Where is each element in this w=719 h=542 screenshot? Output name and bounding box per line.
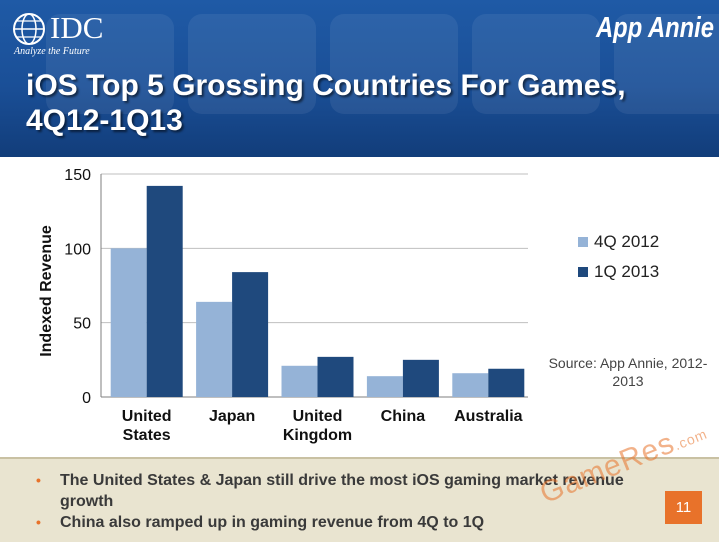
x-tick-label: United Kingdom bbox=[283, 408, 352, 444]
background-tile bbox=[472, 14, 600, 114]
y-tick-label: 150 bbox=[64, 167, 91, 184]
x-tick-label: Australia bbox=[454, 408, 523, 425]
bullet-text: The United States & Japan still drive th… bbox=[60, 472, 624, 510]
bar-chart: 0 50 100 150 United States Japan United Kingdom… bbox=[38, 167, 528, 444]
background-tile bbox=[330, 14, 458, 114]
idc-logo-text: IDC bbox=[50, 10, 104, 45]
bullet-item: • The United States & Japan still drive … bbox=[36, 470, 646, 512]
legend-swatch bbox=[578, 267, 588, 277]
bar-australia-4q-2012 bbox=[452, 373, 489, 397]
y-tick-label: 50 bbox=[73, 316, 91, 333]
y-axis-label: Indexed Revenue bbox=[38, 225, 55, 357]
slide-footer: • The United States & Japan still drive … bbox=[0, 457, 719, 542]
chart-area: 0 50 100 150 United States Japan United Kingdom… bbox=[0, 157, 719, 457]
legend-swatch bbox=[578, 237, 588, 247]
x-axis-ticks: United States Japan United Kingdom China Austr… bbox=[122, 408, 523, 444]
bullet-marker: • bbox=[36, 472, 41, 488]
chart-legend: 4Q 2012 1Q 2013 bbox=[578, 227, 659, 287]
bullet-item: • China also ramped up in gaming revenue… bbox=[36, 512, 646, 533]
y-tick-label: 100 bbox=[64, 241, 91, 258]
x-tick-label: United States bbox=[122, 408, 172, 444]
legend-item-1q-2013: 1Q 2013 bbox=[578, 257, 659, 287]
background-tile bbox=[46, 14, 174, 114]
bullet-text: China also ramped up in gaming revenue f… bbox=[60, 514, 485, 531]
globe-icon bbox=[13, 13, 45, 45]
bullet-marker: • bbox=[36, 514, 41, 530]
bar-china-1q-2013 bbox=[402, 359, 439, 397]
x-tick-label: China bbox=[381, 408, 426, 425]
footer-divider bbox=[0, 457, 719, 459]
idc-tagline: Analyze the Future bbox=[14, 46, 90, 57]
slide-header: IDC Analyze the Future App Annie iOS Top… bbox=[0, 0, 719, 157]
background-tile bbox=[188, 14, 316, 114]
x-tick-label: Japan bbox=[209, 408, 255, 425]
bar-united-kingdom-1q-2013 bbox=[317, 356, 354, 397]
app-annie-logo: App Annie bbox=[596, 12, 715, 44]
y-tick-label: 0 bbox=[82, 390, 91, 407]
background-tile bbox=[614, 14, 719, 114]
bar-china-4q-2012 bbox=[366, 376, 403, 397]
bar-united-kingdom-4q-2012 bbox=[281, 365, 318, 397]
source-note: Source: App Annie, 2012-2013 bbox=[548, 355, 708, 389]
legend-label: 4Q 2012 bbox=[594, 232, 660, 251]
legend-item-4q-2012: 4Q 2012 bbox=[578, 227, 659, 257]
slide-title: iOS Top 5 Grossing Countries For Games, … bbox=[26, 69, 626, 137]
bars bbox=[110, 185, 525, 397]
bar-united-states-1q-2013 bbox=[146, 185, 183, 397]
bar-united-states-4q-2012 bbox=[110, 248, 147, 397]
bar-australia-1q-2013 bbox=[488, 368, 525, 397]
legend-label: 1Q 2013 bbox=[594, 262, 660, 281]
idc-logo: IDC Analyze the Future bbox=[12, 10, 122, 57]
bar-japan-1q-2013 bbox=[232, 272, 269, 397]
y-axis-ticks: 0 50 100 150 bbox=[64, 167, 91, 407]
page-number: 11 bbox=[665, 491, 702, 524]
bullet-list: • The United States & Japan still drive … bbox=[36, 470, 646, 533]
bar-japan-4q-2012 bbox=[196, 301, 233, 397]
